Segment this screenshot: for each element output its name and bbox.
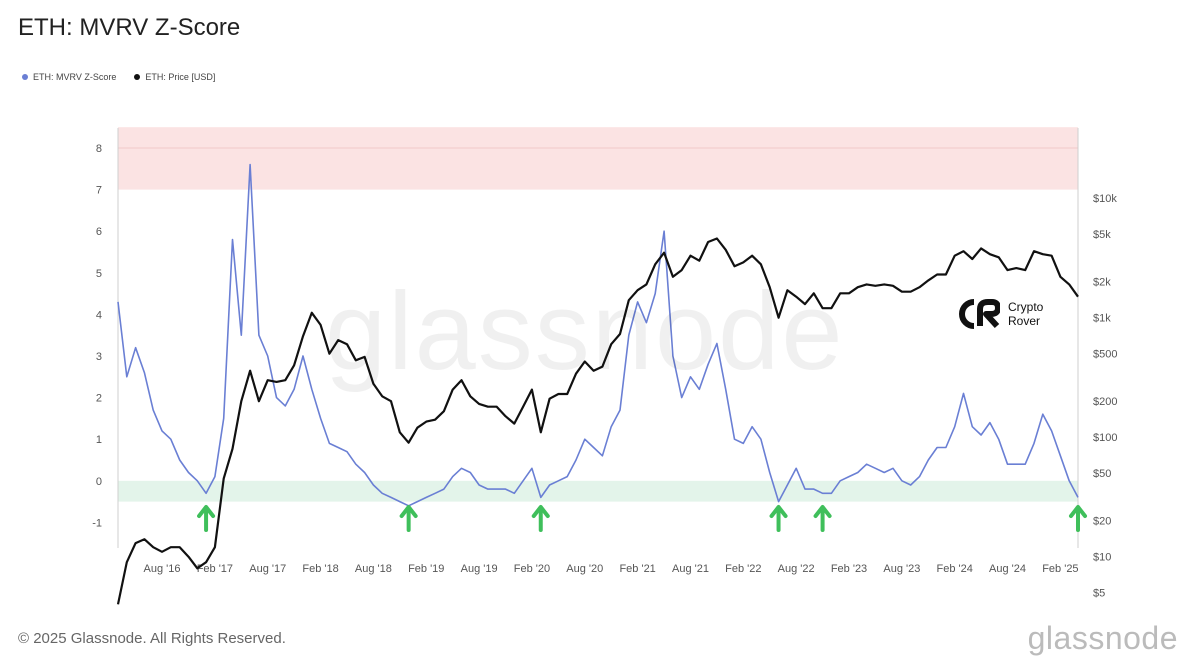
- y-left-tick-label: 8: [96, 143, 102, 155]
- y-right-tick-label: $500: [1093, 349, 1117, 361]
- band-undervalued: [118, 480, 1078, 502]
- legend: ETH: MVRV Z-Score ETH: Price [USD]: [22, 72, 215, 82]
- x-tick-label: Feb '23: [831, 563, 867, 575]
- copyright-text: © 2025 Glassnode. All Rights Reserved.: [18, 630, 286, 647]
- y-left-tick-label: 3: [96, 351, 102, 363]
- y-left-tick-label: 5: [96, 268, 102, 280]
- legend-price-label: ETH: Price [USD]: [145, 72, 216, 82]
- x-tick-label: Feb '19: [408, 563, 444, 575]
- x-tick-label: Aug '22: [778, 563, 815, 575]
- crypto-rover-logo-icon: [959, 299, 1000, 329]
- bottom-arrow-icon: [197, 505, 216, 532]
- y-right-tick-label: $5: [1093, 588, 1105, 600]
- legend-price-dot: [134, 74, 141, 80]
- y-right-tick-label: $200: [1093, 396, 1117, 408]
- y-right-tick-label: $10: [1093, 552, 1111, 564]
- crypto-rover-line1: Crypto: [1008, 300, 1044, 314]
- y-left-tick-label: 7: [96, 185, 102, 197]
- y-right-tick-label: $1k: [1093, 313, 1111, 325]
- series-line-mvrv-zscore: [117, 163, 1079, 507]
- bottom-arrow-icon: [813, 505, 832, 532]
- bottom-arrow-icon: [1069, 505, 1087, 532]
- y-left-tick-label: 6: [96, 226, 102, 238]
- crypto-rover-text: Crypto Rover: [1008, 300, 1043, 328]
- y-left-tick-label: 1: [96, 434, 102, 446]
- y-left-tick-label: 0: [96, 476, 102, 488]
- y-right-tick-label: $2k: [1093, 277, 1111, 289]
- y-left-tick-label: 2: [96, 393, 102, 405]
- legend-zscore-dot: [22, 74, 28, 80]
- y-right-tick-label: $20: [1093, 516, 1111, 528]
- x-tick-label: Feb '22: [725, 563, 761, 575]
- x-tick-label: Aug '23: [883, 563, 920, 575]
- x-tick-label: Feb '24: [937, 563, 973, 575]
- x-tick-label: Aug '17: [249, 563, 286, 575]
- x-tick-label: Aug '20: [566, 563, 603, 575]
- bottom-arrow-icon: [399, 505, 418, 532]
- chart-title: ETH: MVRV Z-Score: [18, 14, 241, 41]
- bottom-arrow-icon: [769, 505, 788, 532]
- crypto-rover-line2: Rover: [1008, 314, 1041, 328]
- x-tick-label: Aug '24: [989, 563, 1026, 575]
- y-left-tick-label: 4: [96, 309, 102, 321]
- y-right-tick-label: $100: [1093, 432, 1117, 444]
- x-tick-label: Aug '21: [672, 563, 709, 575]
- legend-item-zscore[interactable]: ETH: MVRV Z-Score: [22, 72, 116, 82]
- band-overvalued: [118, 127, 1078, 190]
- crypto-rover-badge: Crypto Rover: [958, 299, 1043, 329]
- x-tick-label: Aug '18: [355, 563, 392, 575]
- y-right-tick-label: $5k: [1093, 229, 1111, 241]
- y-left-tick-label: -1: [92, 517, 102, 529]
- x-tick-label: Feb '20: [514, 563, 550, 575]
- legend-zscore-label: ETH: MVRV Z-Score: [33, 72, 117, 82]
- y-right-tick-label: $50: [1093, 468, 1111, 480]
- bottom-arrow-icon: [531, 505, 550, 532]
- x-tick-label: Aug '16: [144, 563, 181, 575]
- x-tick-label: Feb '17: [197, 563, 233, 575]
- x-tick-label: Feb '25: [1042, 563, 1078, 575]
- x-tick-label: Aug '19: [461, 563, 498, 575]
- x-tick-label: Feb '21: [619, 563, 655, 575]
- series-line-eth-price: [116, 237, 1079, 605]
- legend-item-price[interactable]: ETH: Price [USD]: [134, 72, 215, 82]
- x-tick-label: Feb '18: [302, 563, 338, 575]
- y-right-tick-label: $10k: [1093, 193, 1117, 205]
- glassnode-logo: glassnode: [1027, 620, 1178, 656]
